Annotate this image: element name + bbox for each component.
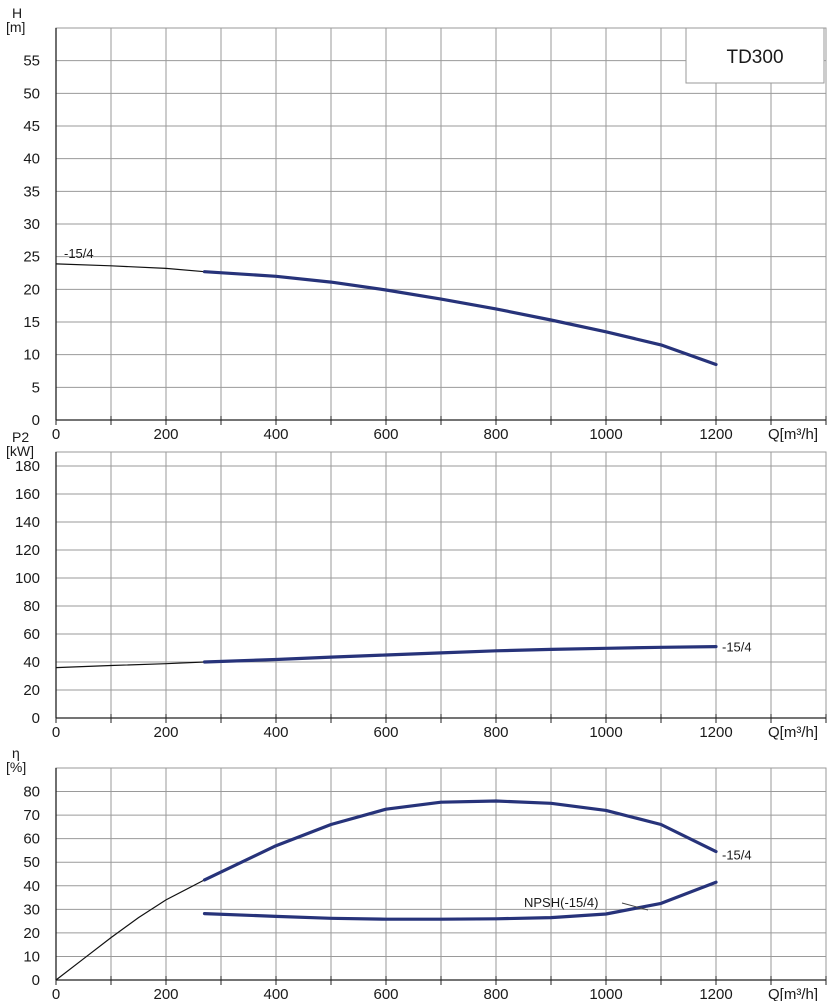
x-tick-label: 400 — [263, 724, 288, 741]
x-tick-label: 600 — [373, 724, 398, 741]
y-tick-label: 10 — [23, 948, 40, 965]
y-tick-label: 40 — [23, 654, 40, 671]
x-axis-label: Q[m³/h] — [768, 986, 818, 1001]
head-curve-panel: 0 200 400 600 800 1000 1200 0 5 10 15 20 25 30 35 40 45 5… — [6, 5, 827, 443]
x-tick-label: 200 — [153, 426, 178, 443]
x-tick-label: 200 — [153, 724, 178, 741]
y-tick-label: 15 — [23, 314, 40, 331]
y-tick-label: 50 — [23, 85, 40, 102]
series-line — [202, 799, 718, 882]
y-tick-label: 10 — [23, 347, 40, 364]
y-tick-label: 5 — [32, 379, 40, 396]
y-tick-label: 60 — [23, 831, 40, 848]
x-tick-label: 400 — [263, 426, 288, 443]
y-tick-label: 20 — [23, 682, 40, 699]
x-tick-label: 1000 — [589, 986, 622, 1001]
series-line — [202, 880, 718, 921]
x-tick-label: 0 — [52, 986, 60, 1001]
x-tick-label: 200 — [153, 986, 178, 1001]
x-tick-label: 600 — [373, 426, 398, 443]
efficiency-curve-panel: 0 200 400 600 800 1000 1200 0 10 20 30 40 50 60 70 80 η[… — [6, 745, 827, 1001]
y-tick-label: 30 — [23, 901, 40, 918]
x-tick-label: 1200 — [699, 724, 732, 741]
x-tick-label: 800 — [483, 986, 508, 1001]
y-tick-label: 40 — [23, 878, 40, 895]
x-tick-label: 0 — [52, 426, 60, 443]
y-tick-label: 80 — [23, 598, 40, 615]
y-tick-label: 0 — [32, 710, 40, 727]
y-tick-label: 55 — [23, 53, 40, 70]
y-axis-unit: [m] — [6, 19, 25, 35]
y-axis-title: η — [12, 745, 20, 761]
series-line — [202, 644, 718, 664]
series-line-extrapolated — [55, 879, 205, 981]
x-tick-label: 600 — [373, 986, 398, 1001]
y-tick-label: 0 — [32, 412, 40, 429]
y-axis-title: P2 — [12, 429, 29, 445]
y-tick-label: 20 — [23, 925, 40, 942]
y-tick-label: 160 — [15, 486, 40, 503]
y-tick-label: 60 — [23, 626, 40, 643]
y-tick-label: 80 — [23, 784, 40, 801]
series-label: -15/4 — [64, 246, 94, 261]
model-label-box: TD300 — [685, 27, 825, 84]
y-tick-label: 40 — [23, 151, 40, 168]
x-tick-label: 800 — [483, 724, 508, 741]
x-tick-label: 1000 — [589, 724, 622, 741]
series-label-leader — [621, 902, 649, 911]
x-tick-label: 1200 — [699, 426, 732, 443]
model-label: TD300 — [726, 47, 783, 68]
y-tick-label: 30 — [23, 216, 40, 233]
x-tick-label: 1000 — [589, 426, 622, 443]
y-axis-unit: [%] — [6, 759, 26, 775]
y-tick-label: 100 — [15, 570, 40, 587]
series-label: NPSH(-15/4) — [524, 895, 598, 910]
y-tick-label: 140 — [15, 514, 40, 531]
x-axis-label: Q[m³/h] — [768, 724, 818, 741]
y-tick-label: 35 — [23, 183, 40, 200]
y-tick-label: 70 — [23, 807, 40, 824]
y-tick-label: 120 — [15, 542, 40, 559]
x-tick-label: 0 — [52, 724, 60, 741]
y-axis-unit: [kW] — [6, 443, 34, 459]
x-tick-label: 1200 — [699, 986, 732, 1001]
y-tick-label: 20 — [23, 281, 40, 298]
x-tick-label: 800 — [483, 426, 508, 443]
x-axis-label: Q[m³/h] — [768, 426, 818, 443]
y-tick-label: 0 — [32, 972, 40, 989]
series-line-extrapolated — [55, 263, 205, 273]
y-tick-label: 50 — [23, 854, 40, 871]
y-tick-label: 45 — [23, 118, 40, 135]
series-label: -15/4 — [722, 848, 752, 863]
series-line-extrapolated — [55, 661, 205, 669]
y-tick-label: 180 — [15, 458, 40, 475]
y-axis-title: H — [12, 5, 22, 21]
y-tick-label: 25 — [23, 249, 40, 266]
series-line — [202, 270, 718, 367]
x-tick-label: 400 — [263, 986, 288, 1001]
series-label: -15/4 — [722, 640, 752, 655]
power-curve-panel: 0 200 400 600 800 1000 1200 0 20 40 60 80 100 120 140 1… — [6, 429, 827, 741]
